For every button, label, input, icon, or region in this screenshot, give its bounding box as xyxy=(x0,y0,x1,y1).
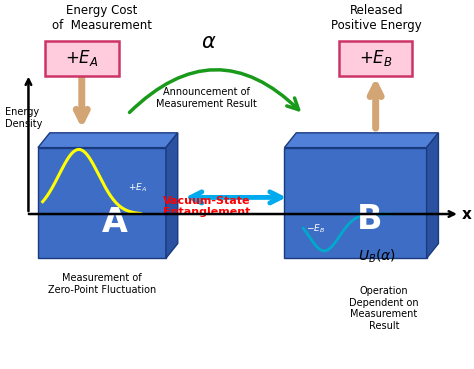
Text: Measurement of
Zero-Point Fluctuation: Measurement of Zero-Point Fluctuation xyxy=(48,273,156,295)
Text: Vacuum-State
Entanglement: Vacuum-State Entanglement xyxy=(163,196,250,217)
Text: Released
Positive Energy: Released Positive Energy xyxy=(331,4,422,32)
Text: Energy
Density: Energy Density xyxy=(5,107,42,129)
Polygon shape xyxy=(38,133,178,148)
Polygon shape xyxy=(38,148,166,258)
Text: $+E_A$: $+E_A$ xyxy=(128,182,147,194)
Text: Energy Cost
of  Measurement: Energy Cost of Measurement xyxy=(52,4,152,32)
Text: $-E_B$: $-E_B$ xyxy=(306,223,325,235)
Text: Operation
Dependent on
Measurement
Result: Operation Dependent on Measurement Resul… xyxy=(349,286,419,331)
Text: x: x xyxy=(462,207,472,221)
Text: A: A xyxy=(102,206,128,239)
Polygon shape xyxy=(284,133,438,148)
Text: $U_B(\alpha)$: $U_B(\alpha)$ xyxy=(358,248,396,265)
Text: $+E_A$: $+E_A$ xyxy=(65,48,99,68)
Text: Announcement of
Measurement Result: Announcement of Measurement Result xyxy=(156,87,256,108)
FancyBboxPatch shape xyxy=(45,41,118,76)
FancyBboxPatch shape xyxy=(339,41,412,76)
Text: $\alpha$: $\alpha$ xyxy=(201,32,216,52)
Text: B: B xyxy=(357,203,383,236)
Polygon shape xyxy=(427,133,438,258)
Text: $+E_B$: $+E_B$ xyxy=(359,48,392,68)
Polygon shape xyxy=(166,133,178,258)
Polygon shape xyxy=(284,148,427,258)
